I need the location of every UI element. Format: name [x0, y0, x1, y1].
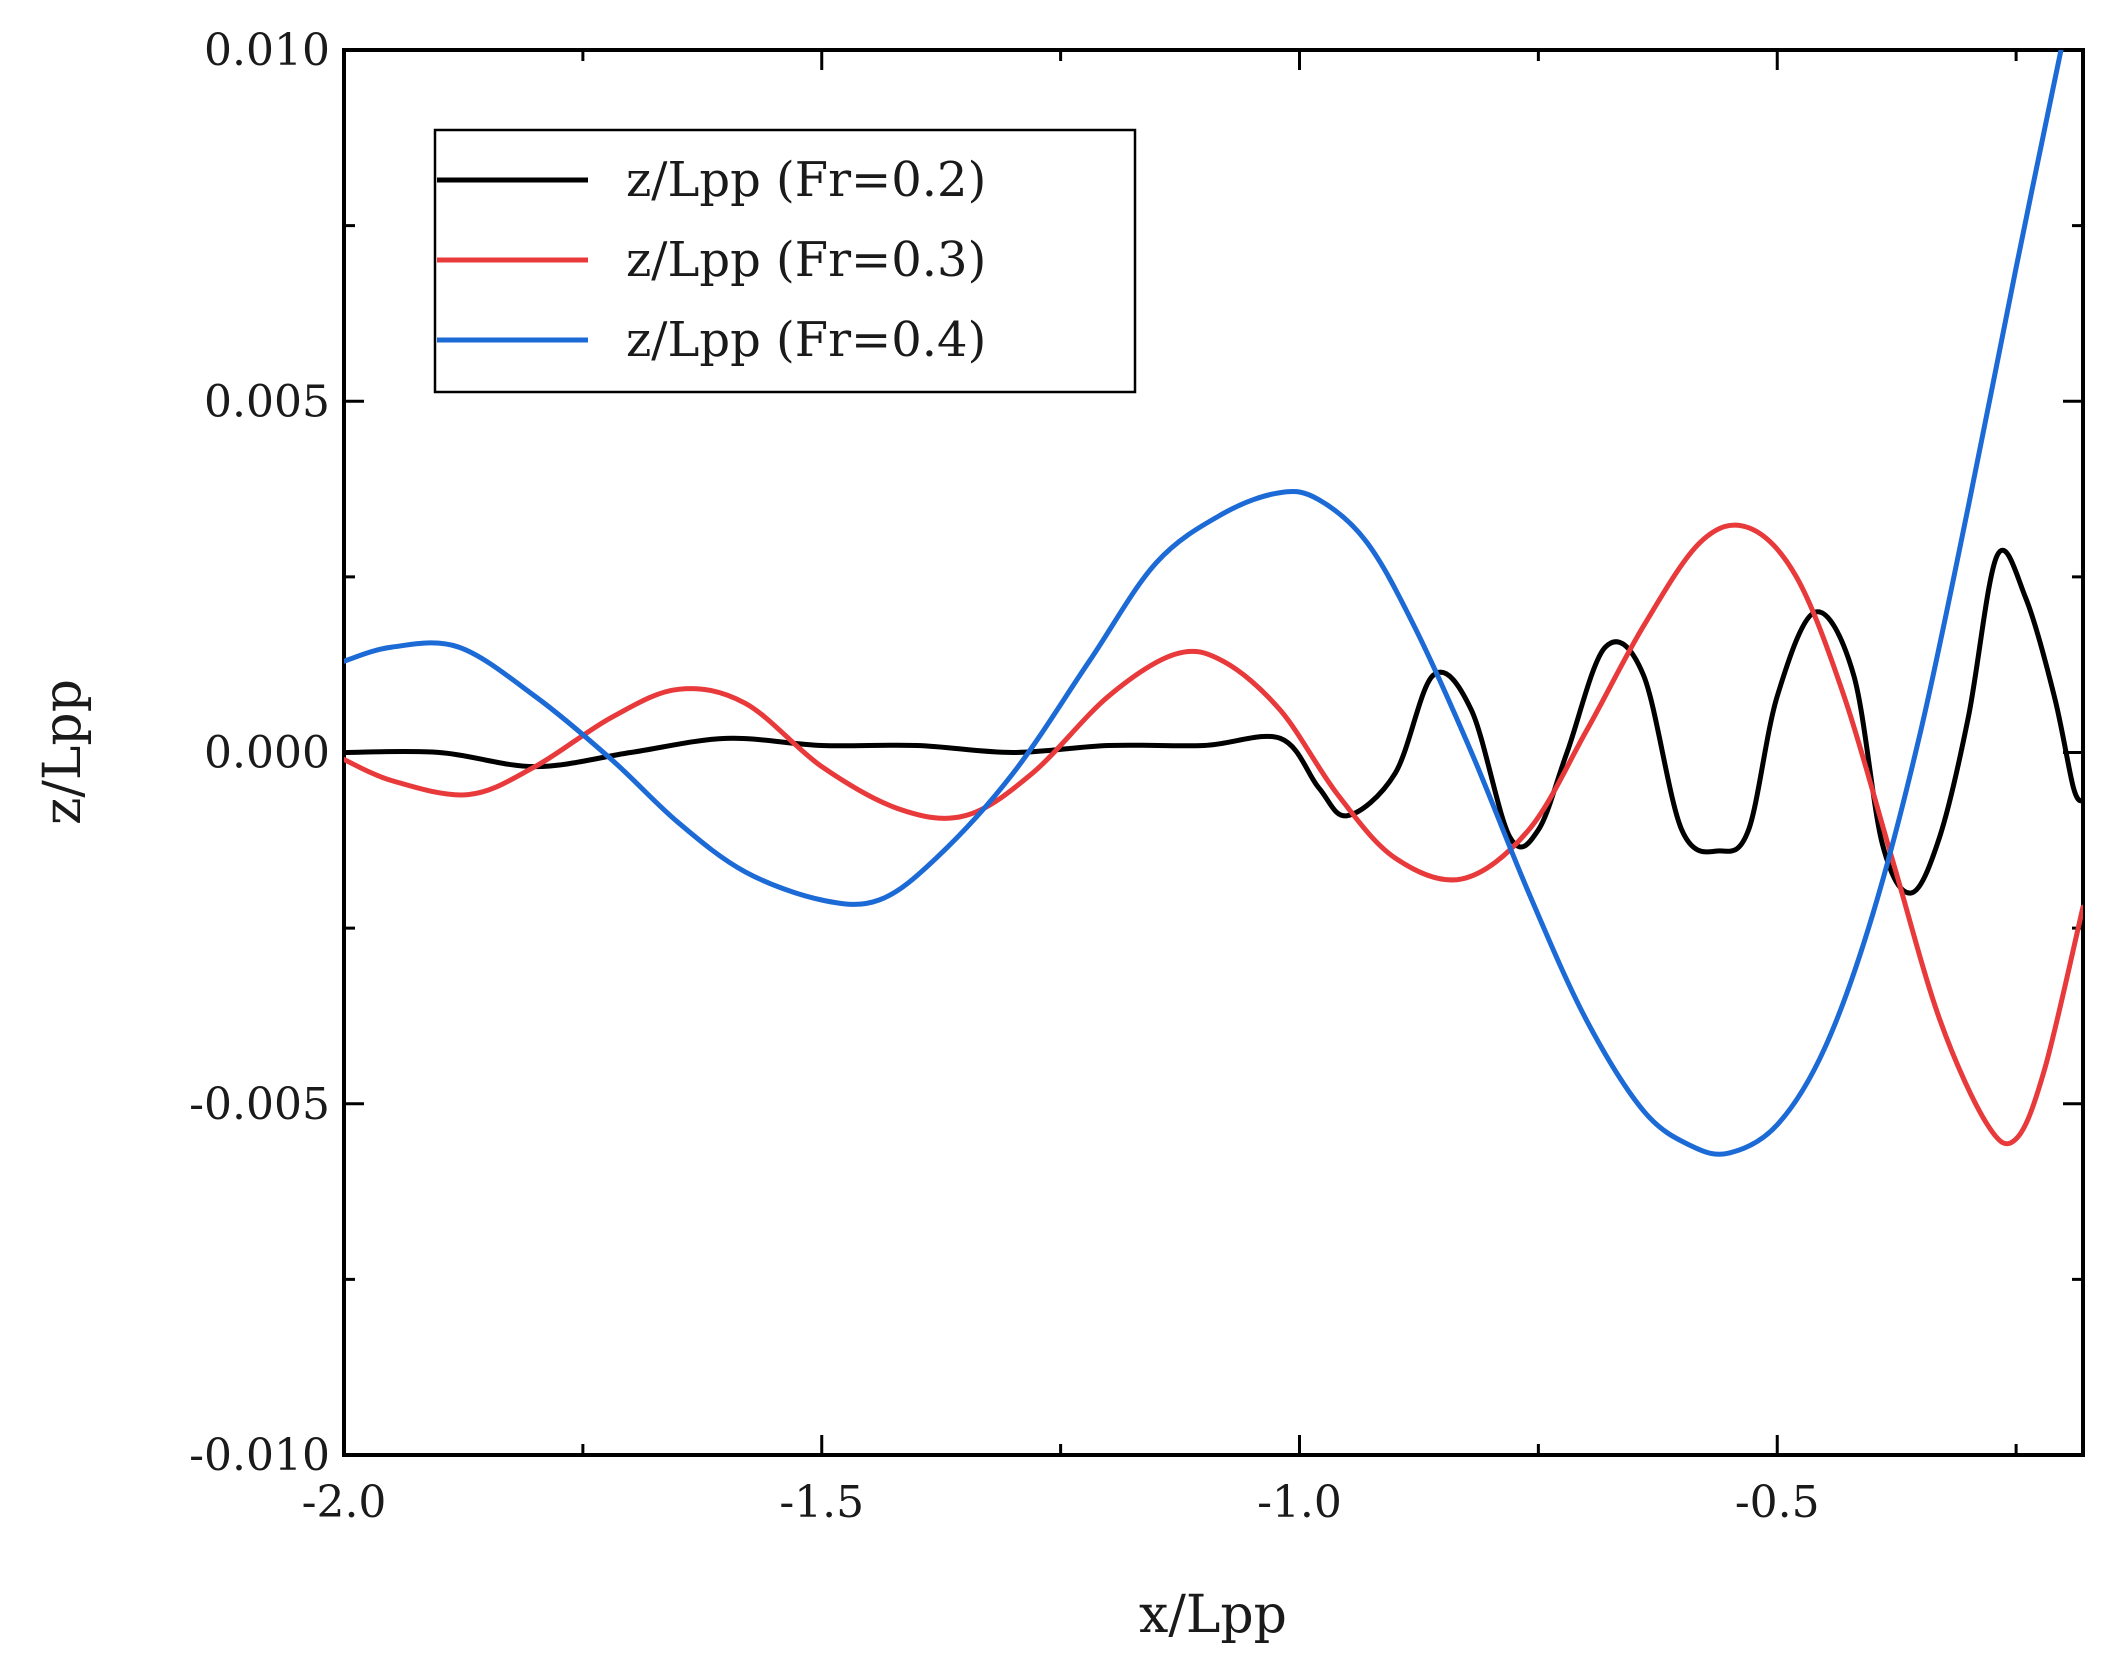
x-tick-label: -1.0	[1257, 1477, 1342, 1528]
y-tick-label: -0.010	[189, 1430, 330, 1481]
legend: z/Lpp (Fr=0.2) z/Lpp (Fr=0.3) z/Lpp (Fr=…	[433, 128, 1137, 394]
series-group	[344, 50, 2083, 1157]
x-tick-label: -0.5	[1735, 1477, 1820, 1528]
x-tick-label: -2.0	[302, 1477, 387, 1528]
y-tick-label: 0.005	[204, 376, 330, 427]
series-line-fr03	[344, 522, 2083, 1147]
series-line-fr04	[344, 50, 2064, 1157]
axis-ticks: -2.0 -1.5 -1.0 -0.5 -0.010 -0.005 0.000 0.005 0.…	[189, 25, 2083, 1528]
y-tick-label: 0.000	[204, 728, 330, 779]
y-axis-title: z/Lpp	[33, 679, 93, 825]
x-axis-title: x/Lpp	[1139, 1585, 1287, 1645]
y-tick-label: -0.005	[189, 1079, 330, 1130]
y-tick-label: 0.010	[204, 25, 330, 76]
legend-label-fr04: z/Lpp (Fr=0.4)	[626, 312, 986, 368]
x-tick-label: -1.5	[779, 1477, 864, 1528]
legend-label-fr03: z/Lpp (Fr=0.3)	[626, 232, 986, 288]
legend-label-fr02: z/Lpp (Fr=0.2)	[626, 152, 986, 208]
series-line-fr02	[344, 547, 2083, 896]
